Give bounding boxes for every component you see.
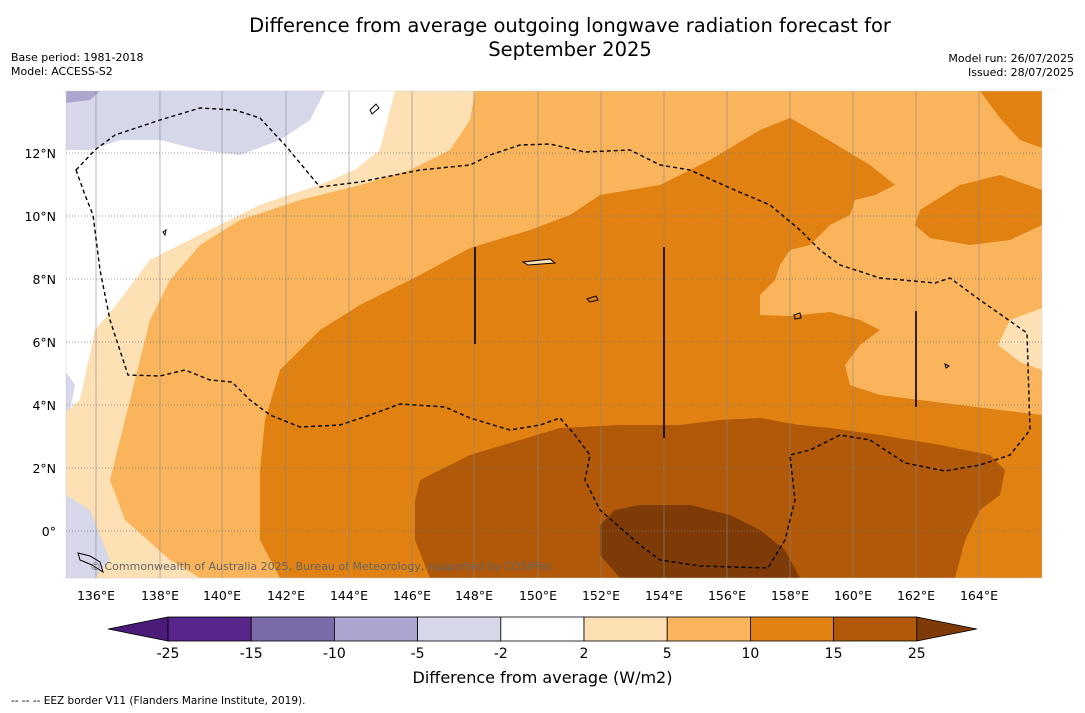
x-tick-label: 156°E — [708, 588, 746, 603]
field-gt-25 — [600, 505, 800, 578]
map-area: © Commonwealth of Australia 2025, Bureau… — [66, 91, 1042, 578]
islands — [77, 103, 950, 574]
model-run: Model run: 26/07/2025 — [948, 52, 1074, 65]
x-tick-label: 142°E — [267, 588, 305, 603]
x-tick-label: 138°E — [141, 588, 179, 603]
y-tick-label: 2°N — [32, 461, 56, 476]
y-axis-labels: 0° 2°N 4°N 6°N 8°N 10°N 12°N — [24, 146, 56, 539]
y-tick-label: 10°N — [24, 209, 56, 224]
x-tick-label: 160°E — [834, 588, 872, 603]
eez-borders — [75, 107, 1031, 569]
field-neg-5-10 — [66, 91, 100, 103]
lat-gridlines — [66, 152, 1042, 532]
colorbar-segment — [250, 616, 335, 642]
x-tick-label: 144°E — [330, 588, 368, 603]
colorbar-tick-label: -5 — [411, 646, 425, 662]
colorbar-segment — [167, 616, 252, 642]
y-tick-label: 0° — [42, 524, 56, 539]
colorbar-tick-label: -15 — [240, 646, 263, 662]
colorbar: -25 -15 -10 -5 -2 2 5 10 15 25 — [107, 616, 977, 662]
colorbar-segment — [833, 616, 918, 642]
colorbar-tick-label: 15 — [825, 646, 843, 662]
base-period: Base period: 1981-2018 — [11, 51, 144, 64]
field-2-5 — [66, 91, 475, 578]
x-tick-label: 162°E — [897, 588, 935, 603]
x-axis-labels: 136°E 138°E 140°E 142°E 144°E 146°E 148°… — [77, 588, 998, 603]
field-2-5-east — [998, 308, 1042, 370]
y-tick-label: 6°N — [32, 335, 56, 350]
title-line-2: September 2025 — [488, 38, 652, 61]
field-10-15-e — [915, 175, 1042, 245]
colorbar-segment — [417, 616, 502, 642]
boundary-lines — [474, 247, 917, 438]
x-tick-label: 146°E — [393, 588, 431, 603]
colorbar-tick-label: 25 — [908, 646, 926, 662]
x-tick-label: 164°E — [960, 588, 998, 603]
y-tick-label: 4°N — [32, 398, 56, 413]
x-tick-label: 158°E — [771, 588, 809, 603]
chart-title: Difference from average outgoing longwav… — [0, 14, 1085, 62]
x-tick-label: 150°E — [519, 588, 557, 603]
meta-right: Model run: 26/07/2025 Issued: 28/07/2025 — [948, 52, 1074, 80]
title-line-1: Difference from average outgoing longwav… — [249, 14, 891, 37]
colorbar-title: Difference from average (W/m2) — [412, 668, 673, 687]
colorbar-tick-label: -10 — [323, 646, 346, 662]
colorbar-segment — [666, 616, 751, 642]
field-neg-small — [66, 372, 75, 412]
colorbar-arrow-right — [916, 616, 977, 642]
colorbar-tick-label: -2 — [494, 646, 508, 662]
field-neg-bottom — [66, 495, 110, 578]
colorbar-segment — [583, 616, 668, 642]
x-tick-label: 148°E — [455, 588, 493, 603]
map-frame — [65, 90, 1043, 579]
field-neg-2-5 — [66, 91, 325, 155]
y-tick-label: 12°N — [24, 146, 56, 161]
eez-legend-note: -- -- -- EEZ border V11 (Flanders Marine… — [11, 695, 306, 707]
field-neutral — [66, 91, 395, 578]
colorbar-arrow-left — [107, 616, 169, 642]
colorbar-segment — [750, 616, 835, 642]
issued-date: Issued: 28/07/2025 — [967, 66, 1074, 79]
colorbar-segment — [500, 616, 585, 642]
x-tick-label: 140°E — [203, 588, 241, 603]
model-name: Model: ACCESS-S2 — [11, 65, 113, 78]
x-tick-label: 154°E — [645, 588, 683, 603]
y-tick-label: 8°N — [32, 272, 56, 287]
colorbar-tick-label: 5 — [663, 646, 672, 662]
field-15-25 — [415, 418, 1005, 578]
x-tick-label: 136°E — [77, 588, 115, 603]
field-10-15-ne — [980, 91, 1042, 148]
meta-left: Base period: 1981-2018 Model: ACCESS-S2 — [11, 51, 143, 79]
x-tick-label: 152°E — [582, 588, 620, 603]
colorbar-tick-label: -25 — [157, 646, 180, 662]
colorbar-segment — [333, 616, 418, 642]
colorbar-tick-label: 10 — [741, 646, 759, 662]
colorbar-tick-label: 2 — [580, 646, 589, 662]
copyright-text: © Commonwealth of Australia 2025, Bureau… — [90, 560, 553, 573]
